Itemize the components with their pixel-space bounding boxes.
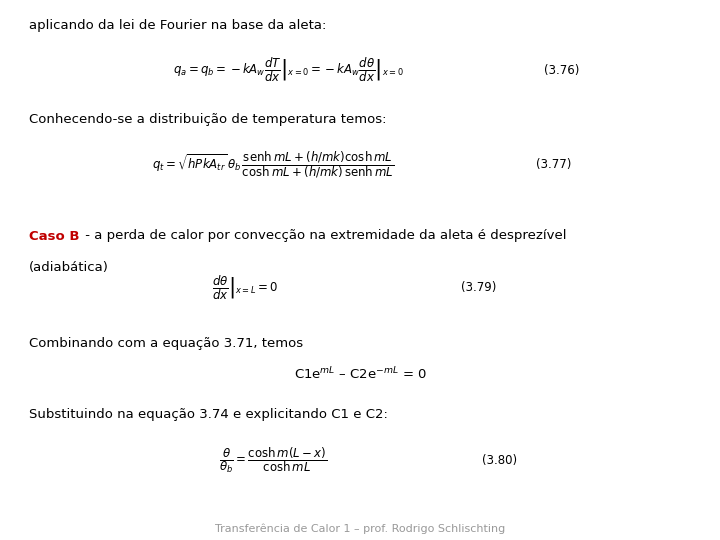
Text: C1e$^{mL}$ – C2e$^{-mL}$ = 0: C1e$^{mL}$ – C2e$^{-mL}$ = 0 — [294, 366, 426, 382]
Text: (adiabática): (adiabática) — [29, 261, 109, 274]
Text: $\left.\dfrac{d\theta}{dx}\right|_{x=L} = 0$: $\left.\dfrac{d\theta}{dx}\right|_{x=L} … — [212, 274, 278, 302]
Text: (3.77): (3.77) — [536, 158, 572, 171]
Text: Substituindo na equação 3.74 e explicitando C1 e C2:: Substituindo na equação 3.74 e explicita… — [29, 408, 387, 421]
Text: Conhecendo-se a distribuição de temperatura temos:: Conhecendo-se a distribuição de temperat… — [29, 113, 387, 126]
Text: $\dfrac{\theta}{\theta_b} = \dfrac{\cosh m(L-x)}{\cosh mL}$: $\dfrac{\theta}{\theta_b} = \dfrac{\cosh… — [220, 445, 328, 475]
Text: (3.80): (3.80) — [482, 454, 518, 467]
Text: (3.79): (3.79) — [461, 281, 496, 294]
Text: $q_a = q_b = -kA_w \left.\dfrac{dT}{dx}\right|_{x=0} = -kA_w \left.\dfrac{d\thet: $q_a = q_b = -kA_w \left.\dfrac{dT}{dx}\… — [173, 56, 403, 84]
Text: - a perda de calor por convecção na extremidade da aleta é desprezível: - a perda de calor por convecção na extr… — [81, 230, 566, 242]
Text: Transferência de Calor 1 – prof. Rodrigo Schlischting: Transferência de Calor 1 – prof. Rodrigo… — [215, 523, 505, 534]
Text: Combinando com a equação 3.71, temos: Combinando com a equação 3.71, temos — [29, 338, 303, 350]
Text: Caso B: Caso B — [29, 230, 79, 242]
Text: (3.76): (3.76) — [544, 64, 579, 77]
Text: $q_t = \sqrt{hPkA_{tr}}\,\theta_b\,\dfrac{\mathrm{senh}\,mL + (h/mk)\cosh mL}{\c: $q_t = \sqrt{hPkA_{tr}}\,\theta_b\,\dfra… — [153, 150, 395, 180]
Text: aplicando da lei de Fourier na base da aleta:: aplicando da lei de Fourier na base da a… — [29, 19, 326, 32]
